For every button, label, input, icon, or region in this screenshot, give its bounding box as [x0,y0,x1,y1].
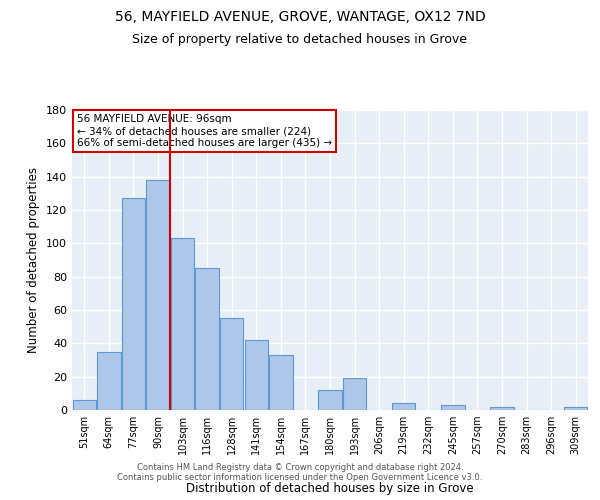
Text: Size of property relative to detached houses in Grove: Size of property relative to detached ho… [133,32,467,46]
Bar [392,404,415,410]
Bar [343,378,366,410]
Bar [146,180,170,410]
Y-axis label: Number of detached properties: Number of detached properties [28,167,40,353]
Bar [269,355,293,410]
Bar [245,340,268,410]
Bar [564,406,587,410]
Bar [73,400,96,410]
Bar [196,268,219,410]
Bar [122,198,145,410]
Bar [220,318,244,410]
Bar [441,405,464,410]
Bar [171,238,194,410]
Text: Distribution of detached houses by size in Grove: Distribution of detached houses by size … [186,482,474,495]
Bar [490,406,514,410]
Text: 56 MAYFIELD AVENUE: 96sqm
← 34% of detached houses are smaller (224)
66% of semi: 56 MAYFIELD AVENUE: 96sqm ← 34% of detac… [77,114,332,148]
Text: Contains HM Land Registry data © Crown copyright and database right 2024.: Contains HM Land Registry data © Crown c… [137,464,463,472]
Bar [319,390,341,410]
Text: Contains public sector information licensed under the Open Government Licence v3: Contains public sector information licen… [118,474,482,482]
Bar [97,352,121,410]
Text: 56, MAYFIELD AVENUE, GROVE, WANTAGE, OX12 7ND: 56, MAYFIELD AVENUE, GROVE, WANTAGE, OX1… [115,10,485,24]
